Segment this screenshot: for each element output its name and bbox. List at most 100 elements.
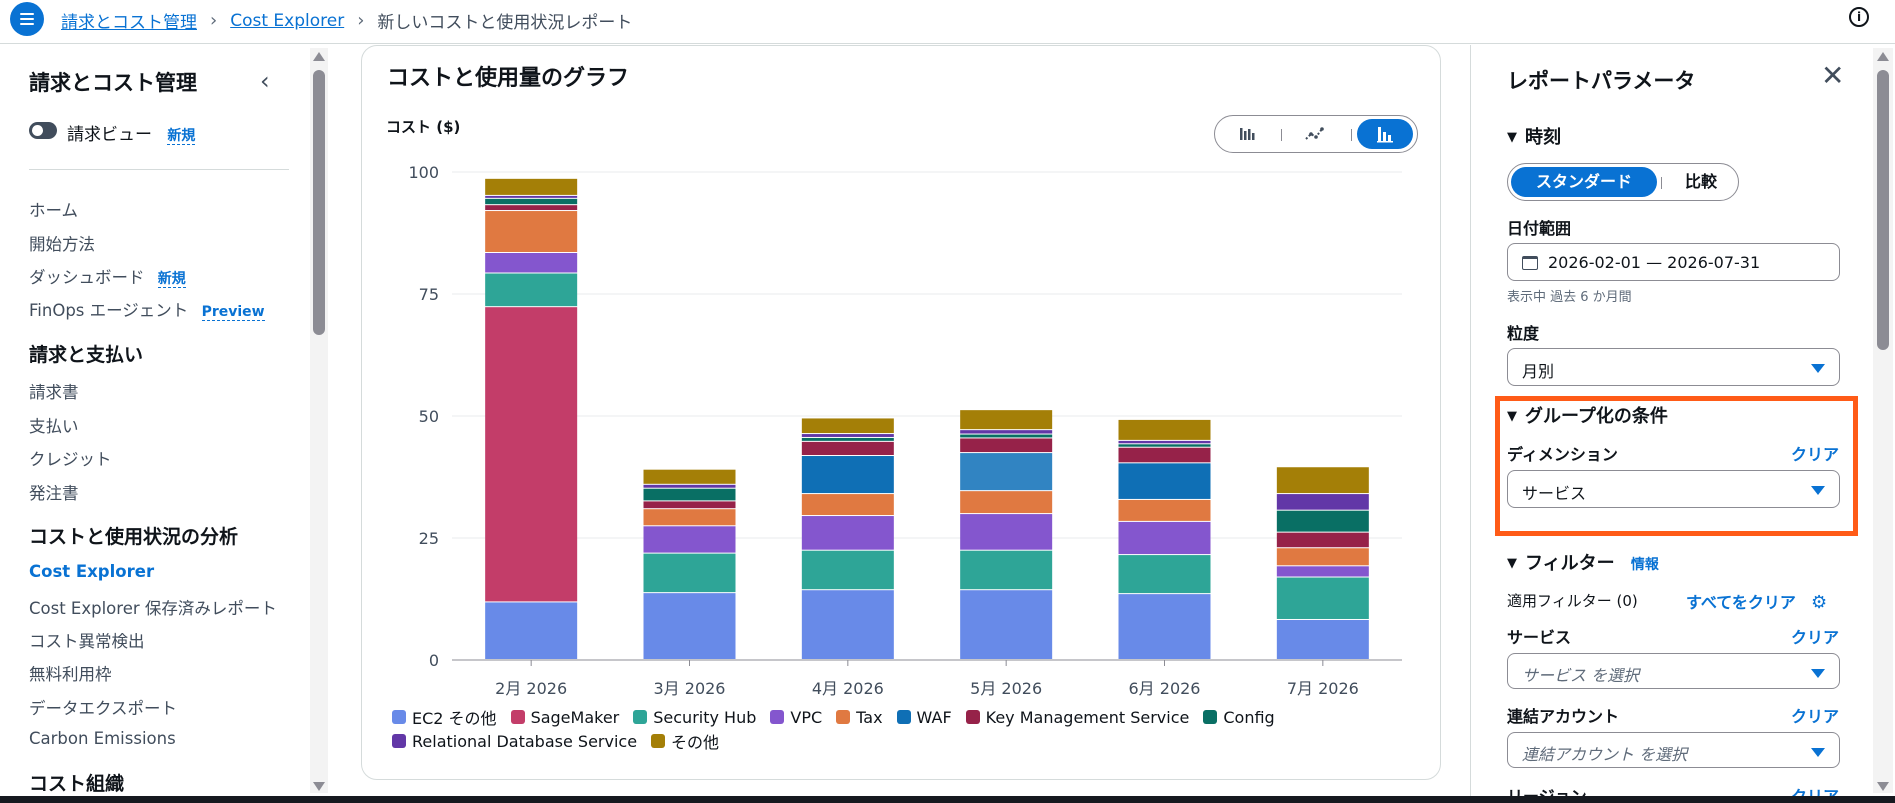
time-section-header[interactable]: ▼ 時刻 [1507, 123, 1561, 149]
linked-account-select[interactable]: 連結アカウント を選択 [1507, 732, 1840, 768]
breadcrumb-cost-explorer-link[interactable]: Cost Explorer [230, 10, 345, 31]
sidebar-item-carbon-emissions[interactable]: Carbon Emissions [29, 729, 176, 748]
sidebar-scrollbar-thumb[interactable] [313, 70, 325, 335]
bar-segment[interactable] [960, 550, 1053, 590]
bar-segment[interactable] [801, 494, 894, 516]
bar-segment[interactable] [485, 307, 578, 602]
sidebar-item-data-exports[interactable]: データエクスポート [29, 699, 178, 718]
bar-segment[interactable] [485, 195, 578, 198]
close-icon[interactable]: ✕ [1821, 59, 1845, 92]
legend-item[interactable]: Config [1203, 707, 1275, 727]
bar-segment[interactable] [643, 488, 736, 501]
settings-gear-icon[interactable]: ⚙ [1811, 592, 1828, 613]
bar-segment[interactable] [960, 491, 1053, 514]
linked-account-clear-link[interactable]: クリア [1791, 707, 1840, 726]
bar-segment[interactable] [960, 410, 1053, 430]
sidebar-item-purchase-orders[interactable]: 発注書 [29, 484, 79, 503]
bar-segment[interactable] [1276, 532, 1369, 548]
scroll-down-arrow-icon[interactable] [1877, 782, 1889, 791]
bar-segment[interactable] [485, 178, 578, 195]
sidebar-item-invoices[interactable]: 請求書 [29, 383, 79, 402]
bar-chart-button[interactable] [1219, 119, 1275, 149]
bar-segment[interactable] [643, 593, 736, 659]
legend-item[interactable]: EC2 その他 [392, 707, 497, 728]
bar-segment[interactable] [485, 205, 578, 211]
filter-info-link[interactable]: 情報 [1630, 557, 1659, 573]
granularity-select[interactable]: 月別 [1507, 348, 1840, 386]
bar-segment[interactable] [1276, 494, 1369, 510]
menu-icon[interactable] [10, 2, 44, 36]
legend-item[interactable]: VPC [770, 707, 822, 727]
bar-segment[interactable] [485, 273, 578, 307]
bar-segment[interactable] [801, 590, 894, 659]
collapse-sidebar-icon[interactable]: ‹ [260, 67, 270, 95]
sidebar-item-cost-explorer[interactable]: Cost Explorer [29, 562, 155, 581]
bar-segment[interactable] [1118, 594, 1211, 659]
legend-item[interactable]: SageMaker [510, 707, 619, 727]
bar-segment[interactable] [485, 211, 578, 253]
bar-segment[interactable] [1276, 619, 1369, 659]
line-chart-button[interactable] [1287, 119, 1343, 149]
dimension-clear-link[interactable]: クリア [1791, 445, 1840, 464]
bar-segment[interactable] [643, 484, 736, 488]
bar-segment[interactable] [960, 430, 1053, 434]
bar-segment[interactable] [960, 438, 1053, 453]
bar-segment[interactable] [1276, 566, 1369, 577]
bar-segment[interactable] [643, 501, 736, 509]
bar-segment[interactable] [643, 526, 736, 553]
legend-item[interactable]: WAF [896, 707, 952, 727]
service-filter-select[interactable]: サービス を選択 [1507, 653, 1840, 689]
dimension-select[interactable]: サービス [1507, 470, 1840, 508]
bar-segment[interactable] [1118, 444, 1211, 447]
bar-segment[interactable] [643, 469, 736, 484]
bar-segment[interactable] [801, 441, 894, 456]
bar-segment[interactable] [960, 514, 1053, 550]
sidebar-item-home[interactable]: ホーム [29, 201, 79, 220]
bar-segment[interactable] [960, 590, 1053, 659]
group-by-section-header[interactable]: ▼ グループ化の条件 [1507, 402, 1668, 428]
preview-badge[interactable]: Preview [201, 304, 265, 321]
compare-button[interactable]: 比較 [1684, 172, 1717, 191]
bar-segment[interactable] [1276, 548, 1369, 566]
scroll-up-arrow-icon[interactable] [1877, 52, 1889, 61]
legend-item[interactable]: Relational Database Service [392, 731, 637, 751]
bar-segment[interactable] [485, 198, 578, 205]
billing-view-toggle[interactable] [29, 122, 57, 139]
bar-segment[interactable] [485, 602, 578, 659]
bar-segment[interactable] [801, 456, 894, 494]
bar-segment[interactable] [801, 516, 894, 550]
sidebar-item-credits[interactable]: クレジット [29, 450, 112, 469]
legend-item[interactable]: Tax [836, 707, 883, 727]
service-clear-link[interactable]: クリア [1791, 628, 1840, 647]
bar-segment[interactable] [801, 437, 894, 441]
bar-segment[interactable] [485, 253, 578, 273]
bar-segment[interactable] [1118, 463, 1211, 499]
bar-segment[interactable] [1118, 521, 1211, 555]
stacked-bar-chart-button[interactable] [1357, 119, 1413, 149]
legend-item[interactable]: Security Hub [633, 707, 756, 727]
sidebar-item-finops-agent[interactable]: FinOps エージェント Preview [29, 297, 265, 321]
bar-segment[interactable] [801, 550, 894, 590]
page-scrollbar-thumb[interactable] [1877, 70, 1889, 350]
legend-item[interactable]: Key Management Service [965, 707, 1189, 727]
scroll-down-arrow-icon[interactable] [313, 782, 325, 791]
scroll-up-arrow-icon[interactable] [313, 52, 325, 61]
bar-segment[interactable] [1118, 555, 1211, 594]
bar-segment[interactable] [801, 434, 894, 437]
bar-segment[interactable] [1118, 447, 1211, 463]
bar-segment[interactable] [960, 453, 1053, 491]
breadcrumb-billing-link[interactable]: 請求とコスト管理 [61, 13, 197, 33]
bar-segment[interactable] [643, 509, 736, 526]
bar-segment[interactable] [801, 418, 894, 434]
bar-segment[interactable] [1118, 499, 1211, 521]
bar-segment[interactable] [1276, 510, 1369, 532]
info-icon[interactable]: i [1849, 7, 1869, 27]
bar-segment[interactable] [643, 553, 736, 593]
legend-item[interactable]: その他 [651, 731, 719, 752]
bar-segment[interactable] [1276, 467, 1369, 494]
sidebar-item-dashboard[interactable]: ダッシュボード 新規 [29, 264, 186, 288]
sidebar-item-payments[interactable]: 支払い [29, 417, 79, 436]
new-badge[interactable]: 新規 [167, 128, 196, 145]
bar-segment[interactable] [1118, 440, 1211, 444]
new-badge[interactable]: 新規 [157, 271, 186, 288]
